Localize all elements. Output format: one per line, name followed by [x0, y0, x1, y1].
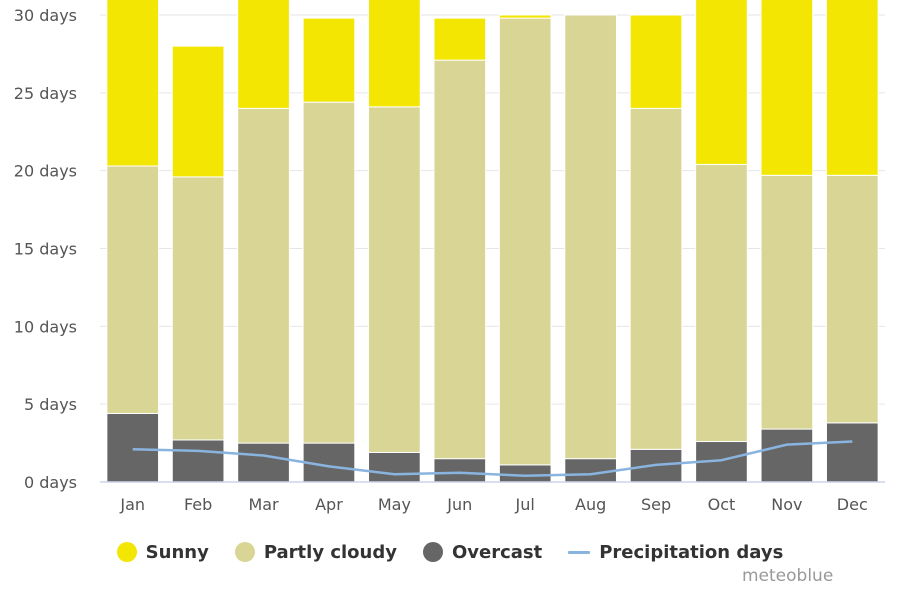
axes: 0 days 5 days 10 days 15 days 20 days 25 days…: [14, 6, 885, 514]
bar-partly-cloudy-sep[interactable]: [629, 107, 683, 450]
y-tick-label: 25 days: [14, 84, 77, 103]
bar-overcast-aug[interactable]: [564, 458, 617, 483]
bar-overcast-dec[interactable]: [825, 422, 879, 483]
bar-sunny-jun[interactable]: [433, 17, 487, 61]
x-tick-label: Jul: [515, 495, 535, 514]
bar-overcast-jul[interactable]: [498, 464, 552, 483]
bar-overcast-jan[interactable]: [106, 413, 160, 483]
bar-sunny-dec[interactable]: [825, 0, 879, 176]
x-tick-label: Aug: [575, 495, 606, 514]
x-tick-label: Sep: [641, 495, 671, 514]
bar-sunny-nov[interactable]: [760, 0, 814, 176]
legend-symbol-sunny: [116, 542, 137, 562]
x-tick-label: Oct: [708, 495, 736, 514]
precipitation-line: [132, 440, 853, 478]
bars: [106, 0, 879, 483]
bar-partly-cloudy-feb[interactable]: [171, 176, 225, 441]
legend-label-precipitation-days: Precipitation days: [599, 541, 784, 563]
y-tick-label: 5 days: [24, 395, 77, 414]
bar-sunny-jul[interactable]: [498, 14, 552, 19]
bar-partly-cloudy-dec[interactable]: [825, 174, 879, 424]
bar-overcast-feb[interactable]: [171, 439, 225, 483]
legend-symbol-partly-cloudy: [234, 542, 255, 562]
bar-overcast-may[interactable]: [368, 451, 421, 483]
bar-partly-cloudy-jun[interactable]: [433, 59, 487, 460]
bar-partly-cloudy-may[interactable]: [368, 106, 421, 453]
legend: Sunny Partly cloudy Overcast Precipitati…: [0, 536, 900, 568]
legend-label-partly-cloudy: Partly cloudy: [263, 541, 397, 563]
precipitation-days-line[interactable]: [132, 440, 853, 478]
bar-partly-cloudy-apr[interactable]: [302, 101, 356, 444]
bar-partly-cloudy-oct[interactable]: [695, 163, 748, 443]
x-tick-label: Jan: [119, 495, 145, 514]
x-tick-label: May: [378, 495, 411, 514]
bar-sunny-oct[interactable]: [695, 0, 748, 165]
credit-text[interactable]: meteoblue: [742, 566, 834, 586]
bar-partly-cloudy-jan[interactable]: [106, 165, 160, 415]
legend-label-sunny: Sunny: [145, 541, 209, 563]
grid-lines: [100, 14, 885, 483]
y-tick-label: 30 days: [14, 6, 77, 25]
y-tick-label: 15 days: [14, 240, 77, 259]
bar-sunny-sep[interactable]: [629, 14, 683, 109]
x-tick-label: Mar: [248, 495, 279, 514]
bar-partly-cloudy-nov[interactable]: [760, 174, 814, 430]
y-tick-label: 20 days: [14, 162, 77, 181]
bar-sunny-jan[interactable]: [106, 0, 160, 167]
bar-sunny-may[interactable]: [368, 0, 421, 108]
legend-symbol-overcast: [422, 542, 443, 562]
x-tick-label: Apr: [315, 495, 343, 514]
legend-label-overcast: Overcast: [451, 541, 543, 563]
bar-overcast-jun[interactable]: [433, 458, 487, 483]
bar-partly-cloudy-mar[interactable]: [237, 107, 290, 444]
bar-sunny-feb[interactable]: [171, 45, 225, 178]
bar-overcast-nov[interactable]: [760, 428, 814, 483]
bar-overcast-mar[interactable]: [237, 442, 290, 483]
legend-item-overcast[interactable]: Overcast: [422, 541, 543, 563]
y-tick-label: 0 days: [24, 473, 77, 492]
bar-sunny-mar[interactable]: [237, 0, 290, 109]
legend-item-sunny[interactable]: Sunny: [116, 541, 209, 563]
legend-symbol-precipitation-days: [568, 550, 591, 554]
x-tick-label: Nov: [771, 495, 802, 514]
x-tick-label: Jun: [446, 495, 472, 514]
x-tick-label: Feb: [184, 495, 212, 514]
y-tick-label: 10 days: [14, 317, 77, 336]
cloud-sun-chart: 0 days 5 days 10 days 15 days 20 days 25 days…: [14, 0, 885, 514]
legend-item-partly-cloudy[interactable]: Partly cloudy: [234, 541, 397, 563]
bar-sunny-apr[interactable]: [302, 17, 356, 103]
bar-partly-cloudy-aug[interactable]: [564, 14, 617, 460]
legend-item-precipitation-days[interactable]: Precipitation days: [568, 542, 783, 563]
x-tick-label: Dec: [837, 495, 868, 514]
bar-partly-cloudy-jul[interactable]: [498, 17, 552, 466]
